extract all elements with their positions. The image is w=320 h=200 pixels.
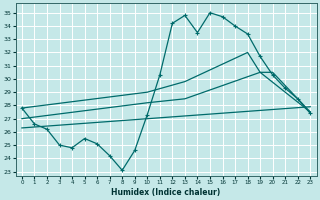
X-axis label: Humidex (Indice chaleur): Humidex (Indice chaleur) — [111, 188, 221, 197]
